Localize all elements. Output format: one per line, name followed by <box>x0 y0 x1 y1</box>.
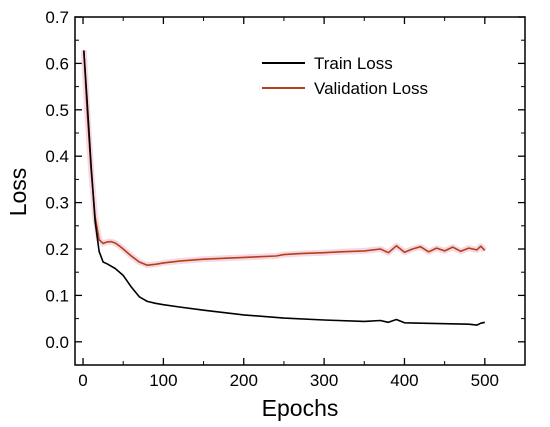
y-tick-label: 0.0 <box>45 333 69 352</box>
x-tick-label: 500 <box>471 371 499 390</box>
x-tick-label: 100 <box>149 371 177 390</box>
legend-label-validation-loss: Validation Loss <box>314 79 428 98</box>
y-axis: 0.0 0.1 0.2 0.3 0.4 0.5 0.6 0.7 <box>45 8 525 352</box>
x-axis: 0 100 200 300 400 500 <box>78 17 499 390</box>
train-loss-line <box>83 50 485 326</box>
x-tick-label: 400 <box>390 371 418 390</box>
y-tick-label: 0.3 <box>45 194 69 213</box>
x-tick-label: 200 <box>230 371 258 390</box>
legend: Train Loss Validation Loss <box>262 54 428 98</box>
x-tick-label: 300 <box>310 371 338 390</box>
y-tick-label: 0.6 <box>45 54 69 73</box>
validation-loss-line <box>83 50 486 267</box>
plot-frame <box>74 16 526 366</box>
y-tick-label: 0.2 <box>45 240 69 259</box>
y-tick-label: 0.1 <box>45 286 69 305</box>
y-tick-label: 0.5 <box>45 101 69 120</box>
series-layer <box>80 50 487 326</box>
legend-label-train-loss: Train Loss <box>314 54 393 73</box>
x-tick-label: 0 <box>78 371 87 390</box>
y-tick-label: 0.4 <box>45 147 69 166</box>
y-tick-label: 0.7 <box>45 8 69 27</box>
x-axis-title: Epochs <box>262 395 339 421</box>
y-axis-title: Loss <box>5 168 31 217</box>
